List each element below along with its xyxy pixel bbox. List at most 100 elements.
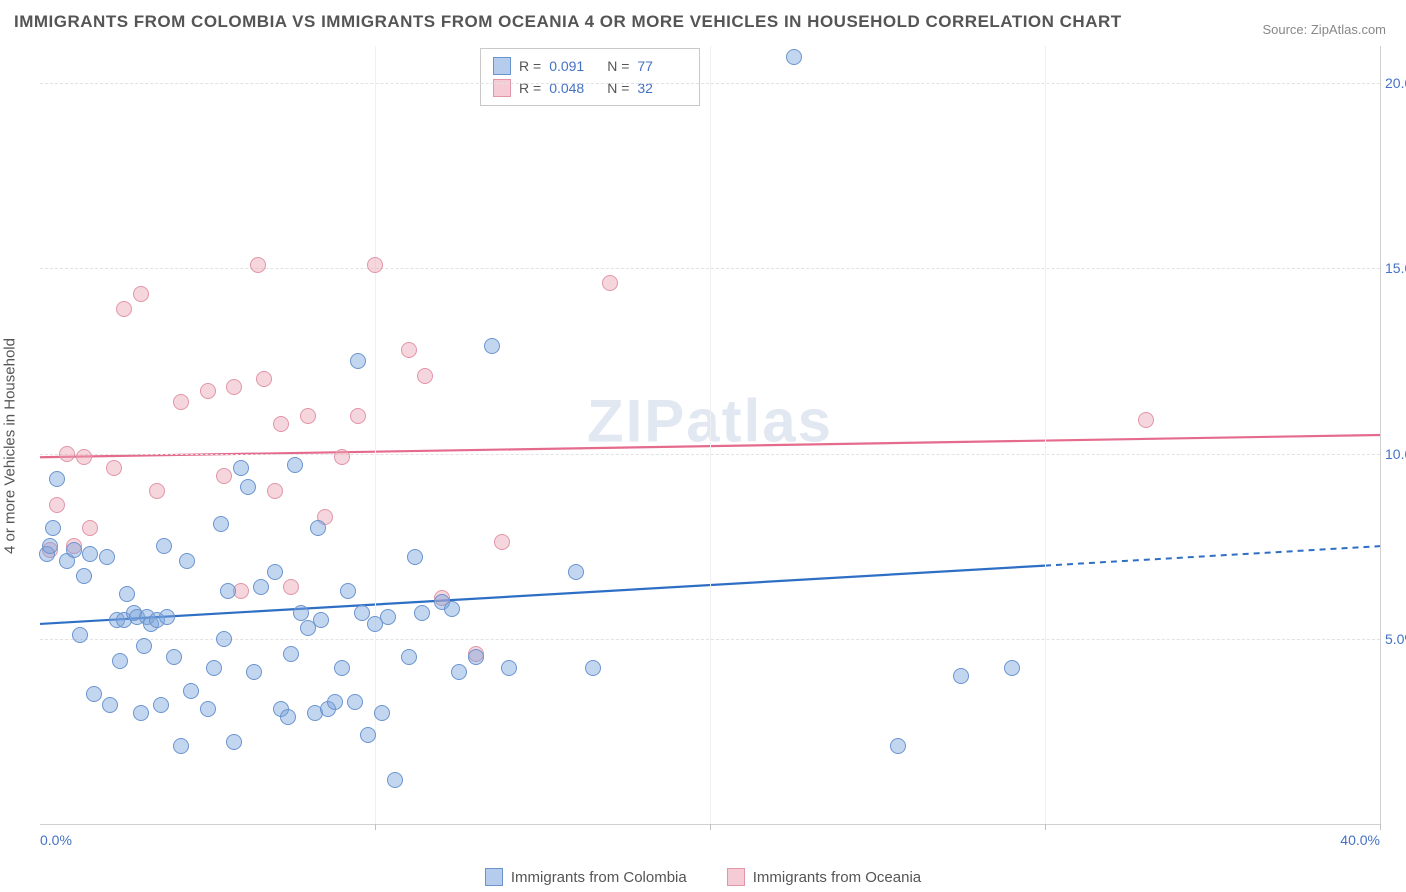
swatch-blue-icon	[493, 57, 511, 75]
data-point	[156, 538, 172, 554]
n-value-colombia: 77	[637, 58, 687, 74]
data-point	[334, 660, 350, 676]
legend-item-colombia: Immigrants from Colombia	[485, 868, 687, 886]
correlation-stats-box: R = 0.091 N = 77 R = 0.048 N = 32	[480, 48, 700, 106]
data-point	[179, 553, 195, 569]
data-point	[1004, 660, 1020, 676]
data-point	[256, 371, 272, 387]
data-point	[133, 286, 149, 302]
y-tick-label: 5.0%	[1385, 631, 1406, 647]
stats-row-oceania: R = 0.048 N = 32	[493, 77, 687, 99]
data-point	[367, 257, 383, 273]
data-point	[86, 686, 102, 702]
data-point	[287, 457, 303, 473]
data-point	[166, 649, 182, 665]
data-point	[200, 383, 216, 399]
data-point	[283, 646, 299, 662]
data-point	[468, 649, 484, 665]
data-point	[59, 446, 75, 462]
data-point	[106, 460, 122, 476]
data-point	[102, 697, 118, 713]
data-point	[374, 705, 390, 721]
data-point	[72, 627, 88, 643]
data-point	[494, 534, 510, 550]
data-point	[350, 408, 366, 424]
x-tick	[710, 824, 711, 830]
grid-line	[710, 46, 711, 824]
data-point	[216, 631, 232, 647]
bottom-legend: Immigrants from Colombia Immigrants from…	[0, 868, 1406, 886]
data-point	[417, 368, 433, 384]
data-point	[267, 483, 283, 499]
data-point	[401, 649, 417, 665]
data-point	[602, 275, 618, 291]
data-point	[246, 664, 262, 680]
data-point	[347, 694, 363, 710]
data-point	[313, 612, 329, 628]
data-point	[240, 479, 256, 495]
legend-label-oceania: Immigrants from Oceania	[753, 869, 921, 886]
data-point	[226, 734, 242, 750]
data-point	[1138, 412, 1154, 428]
data-point	[953, 668, 969, 684]
data-point	[99, 549, 115, 565]
data-point	[350, 353, 366, 369]
data-point	[327, 694, 343, 710]
data-point	[360, 727, 376, 743]
data-point	[273, 416, 289, 432]
data-point	[206, 660, 222, 676]
data-point	[340, 583, 356, 599]
data-point	[133, 705, 149, 721]
legend-label-colombia: Immigrants from Colombia	[511, 869, 687, 886]
data-point	[354, 605, 370, 621]
data-point	[300, 408, 316, 424]
data-point	[112, 653, 128, 669]
source-label: Source: ZipAtlas.com	[1262, 22, 1386, 37]
stats-row-colombia: R = 0.091 N = 77	[493, 55, 687, 77]
data-point	[45, 520, 61, 536]
legend-item-oceania: Immigrants from Oceania	[727, 868, 921, 886]
data-point	[387, 772, 403, 788]
data-point	[213, 516, 229, 532]
data-point	[280, 709, 296, 725]
data-point	[119, 586, 135, 602]
data-point	[501, 660, 517, 676]
x-tick	[1380, 824, 1381, 830]
y-axis-label: 4 or more Vehicles in Household	[2, 338, 19, 554]
data-point	[149, 483, 165, 499]
data-point	[380, 609, 396, 625]
data-point	[42, 538, 58, 554]
data-point	[183, 683, 199, 699]
data-point	[136, 638, 152, 654]
data-point	[173, 738, 189, 754]
y-tick-label: 15.0%	[1385, 260, 1406, 276]
data-point	[226, 379, 242, 395]
data-point	[220, 583, 236, 599]
data-point	[116, 301, 132, 317]
x-tick	[375, 824, 376, 830]
data-point	[233, 460, 249, 476]
swatch-pink-icon	[727, 868, 745, 886]
x-tick-label: 0.0%	[40, 832, 72, 848]
chart-title: IMMIGRANTS FROM COLOMBIA VS IMMIGRANTS F…	[14, 12, 1122, 32]
data-point	[568, 564, 584, 580]
y-tick-label: 20.0%	[1385, 75, 1406, 91]
r-label: R =	[519, 58, 541, 74]
data-point	[414, 605, 430, 621]
data-point	[451, 664, 467, 680]
data-point	[401, 342, 417, 358]
data-point	[310, 520, 326, 536]
data-point	[66, 542, 82, 558]
data-point	[49, 471, 65, 487]
data-point	[82, 546, 98, 562]
data-point	[82, 520, 98, 536]
data-point	[76, 449, 92, 465]
grid-line	[1045, 46, 1046, 824]
data-point	[444, 601, 460, 617]
data-point	[49, 497, 65, 513]
data-point	[585, 660, 601, 676]
data-point	[173, 394, 189, 410]
data-point	[216, 468, 232, 484]
data-point	[76, 568, 92, 584]
data-point	[484, 338, 500, 354]
